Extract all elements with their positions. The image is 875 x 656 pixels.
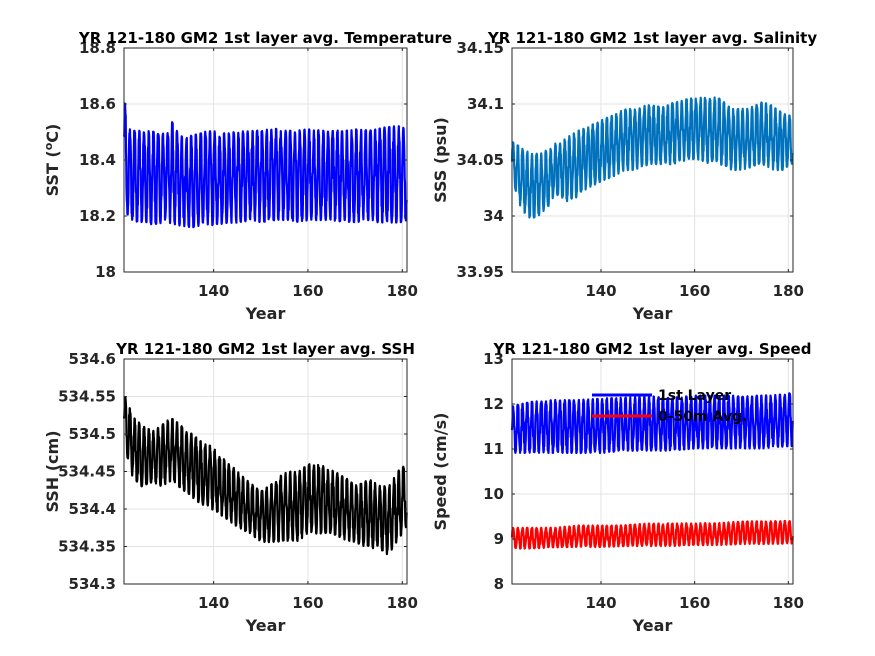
y-tick-label: 18 — [95, 263, 116, 281]
y-tick-label: 34 — [483, 207, 504, 225]
y-tick-label: 34.15 — [457, 39, 504, 57]
x-axis-label: Year — [245, 304, 286, 323]
x-axis-label: Year — [632, 616, 673, 635]
x-tick-label: 160 — [679, 594, 710, 612]
y-tick-label: 12 — [483, 395, 504, 413]
y-tick-label: 534.55 — [58, 388, 116, 406]
y-tick-label: 34.05 — [457, 151, 504, 169]
y-tick-label: 534.4 — [69, 500, 116, 518]
y-tick-label: 534.45 — [58, 463, 116, 481]
x-tick-label: 160 — [292, 594, 323, 612]
y-axis-label: SSH (cm) — [43, 430, 62, 512]
series-line-1 — [510, 96, 794, 219]
chart-title: YR 121-180 GM2 1st layer avg. Speed — [493, 340, 812, 358]
x-tick-label: 180 — [387, 282, 418, 300]
y-tick-label: 11 — [483, 440, 504, 458]
y-tick-label: 33.95 — [457, 263, 504, 281]
chart-panel-3: 140 160 180 534.3 534.35 534.4 534.45 534.5 534.… — [43, 340, 418, 635]
y-tick-label: 8 — [494, 575, 504, 593]
y-tick-label: 18.6 — [79, 95, 116, 113]
series-line-0-50m-avg- — [510, 519, 794, 550]
chart-title: YR 121-180 GM2 1st layer avg. SSH — [115, 340, 415, 358]
x-tick-label: 160 — [679, 282, 710, 300]
y-tick-label: 9 — [494, 530, 504, 548]
series-line-1st-layer — [510, 392, 794, 455]
y-tick-label: 534.35 — [58, 538, 116, 556]
series-line-1 — [122, 102, 408, 229]
plot-area — [512, 359, 793, 584]
y-axis-label: Speed (cm/s) — [431, 413, 450, 531]
chart-title: YR 121-180 GM2 1st layer avg. Temperatur… — [78, 29, 452, 47]
x-tick-label: 180 — [773, 594, 804, 612]
chart-title: YR 121-180 GM2 1st layer avg. Salinity — [487, 29, 817, 47]
legend: 1st Layer 0-50m Avg. — [592, 388, 747, 425]
y-axis-label: SST (oC) — [42, 124, 63, 197]
y-tick-label: 18.4 — [79, 151, 116, 169]
x-tick-label: 180 — [387, 594, 418, 612]
x-tick-label: 140 — [198, 594, 229, 612]
y-tick-label: 18.8 — [79, 39, 116, 57]
x-axis-label: Year — [245, 616, 286, 635]
series-line-1 — [122, 396, 408, 556]
chart-panel-1: 140 160 180 18 18.2 18.4 18.6 18.8YR 121-180 GM… — [42, 29, 453, 323]
y-tick-label: 18.2 — [79, 207, 116, 225]
y-axis-label: SSS (psu) — [431, 117, 450, 203]
x-tick-label: 140 — [585, 594, 616, 612]
x-tick-label: 140 — [585, 282, 616, 300]
legend-label: 1st Layer — [658, 388, 731, 404]
y-tick-label: 534.3 — [69, 575, 116, 593]
y-tick-label: 34.1 — [467, 95, 504, 113]
x-tick-label: 180 — [773, 282, 804, 300]
y-tick-label: 534.5 — [69, 425, 116, 443]
legend-label: 0-50m Avg. — [658, 409, 747, 425]
x-tick-label: 160 — [292, 282, 323, 300]
x-tick-label: 140 — [198, 282, 229, 300]
x-axis-label: Year — [632, 304, 673, 323]
y-tick-label: 10 — [483, 485, 504, 503]
y-tick-label: 13 — [483, 350, 504, 368]
axes-frame — [511, 358, 794, 585]
y-tick-label: 534.6 — [69, 350, 116, 368]
